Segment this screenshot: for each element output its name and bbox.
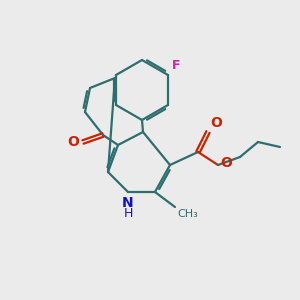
Text: O: O <box>220 156 232 170</box>
Text: O: O <box>67 135 79 149</box>
Text: N: N <box>122 196 134 210</box>
Text: F: F <box>172 59 181 72</box>
Text: CH₃: CH₃ <box>177 209 198 219</box>
Text: H: H <box>123 207 133 220</box>
Text: O: O <box>210 116 222 130</box>
